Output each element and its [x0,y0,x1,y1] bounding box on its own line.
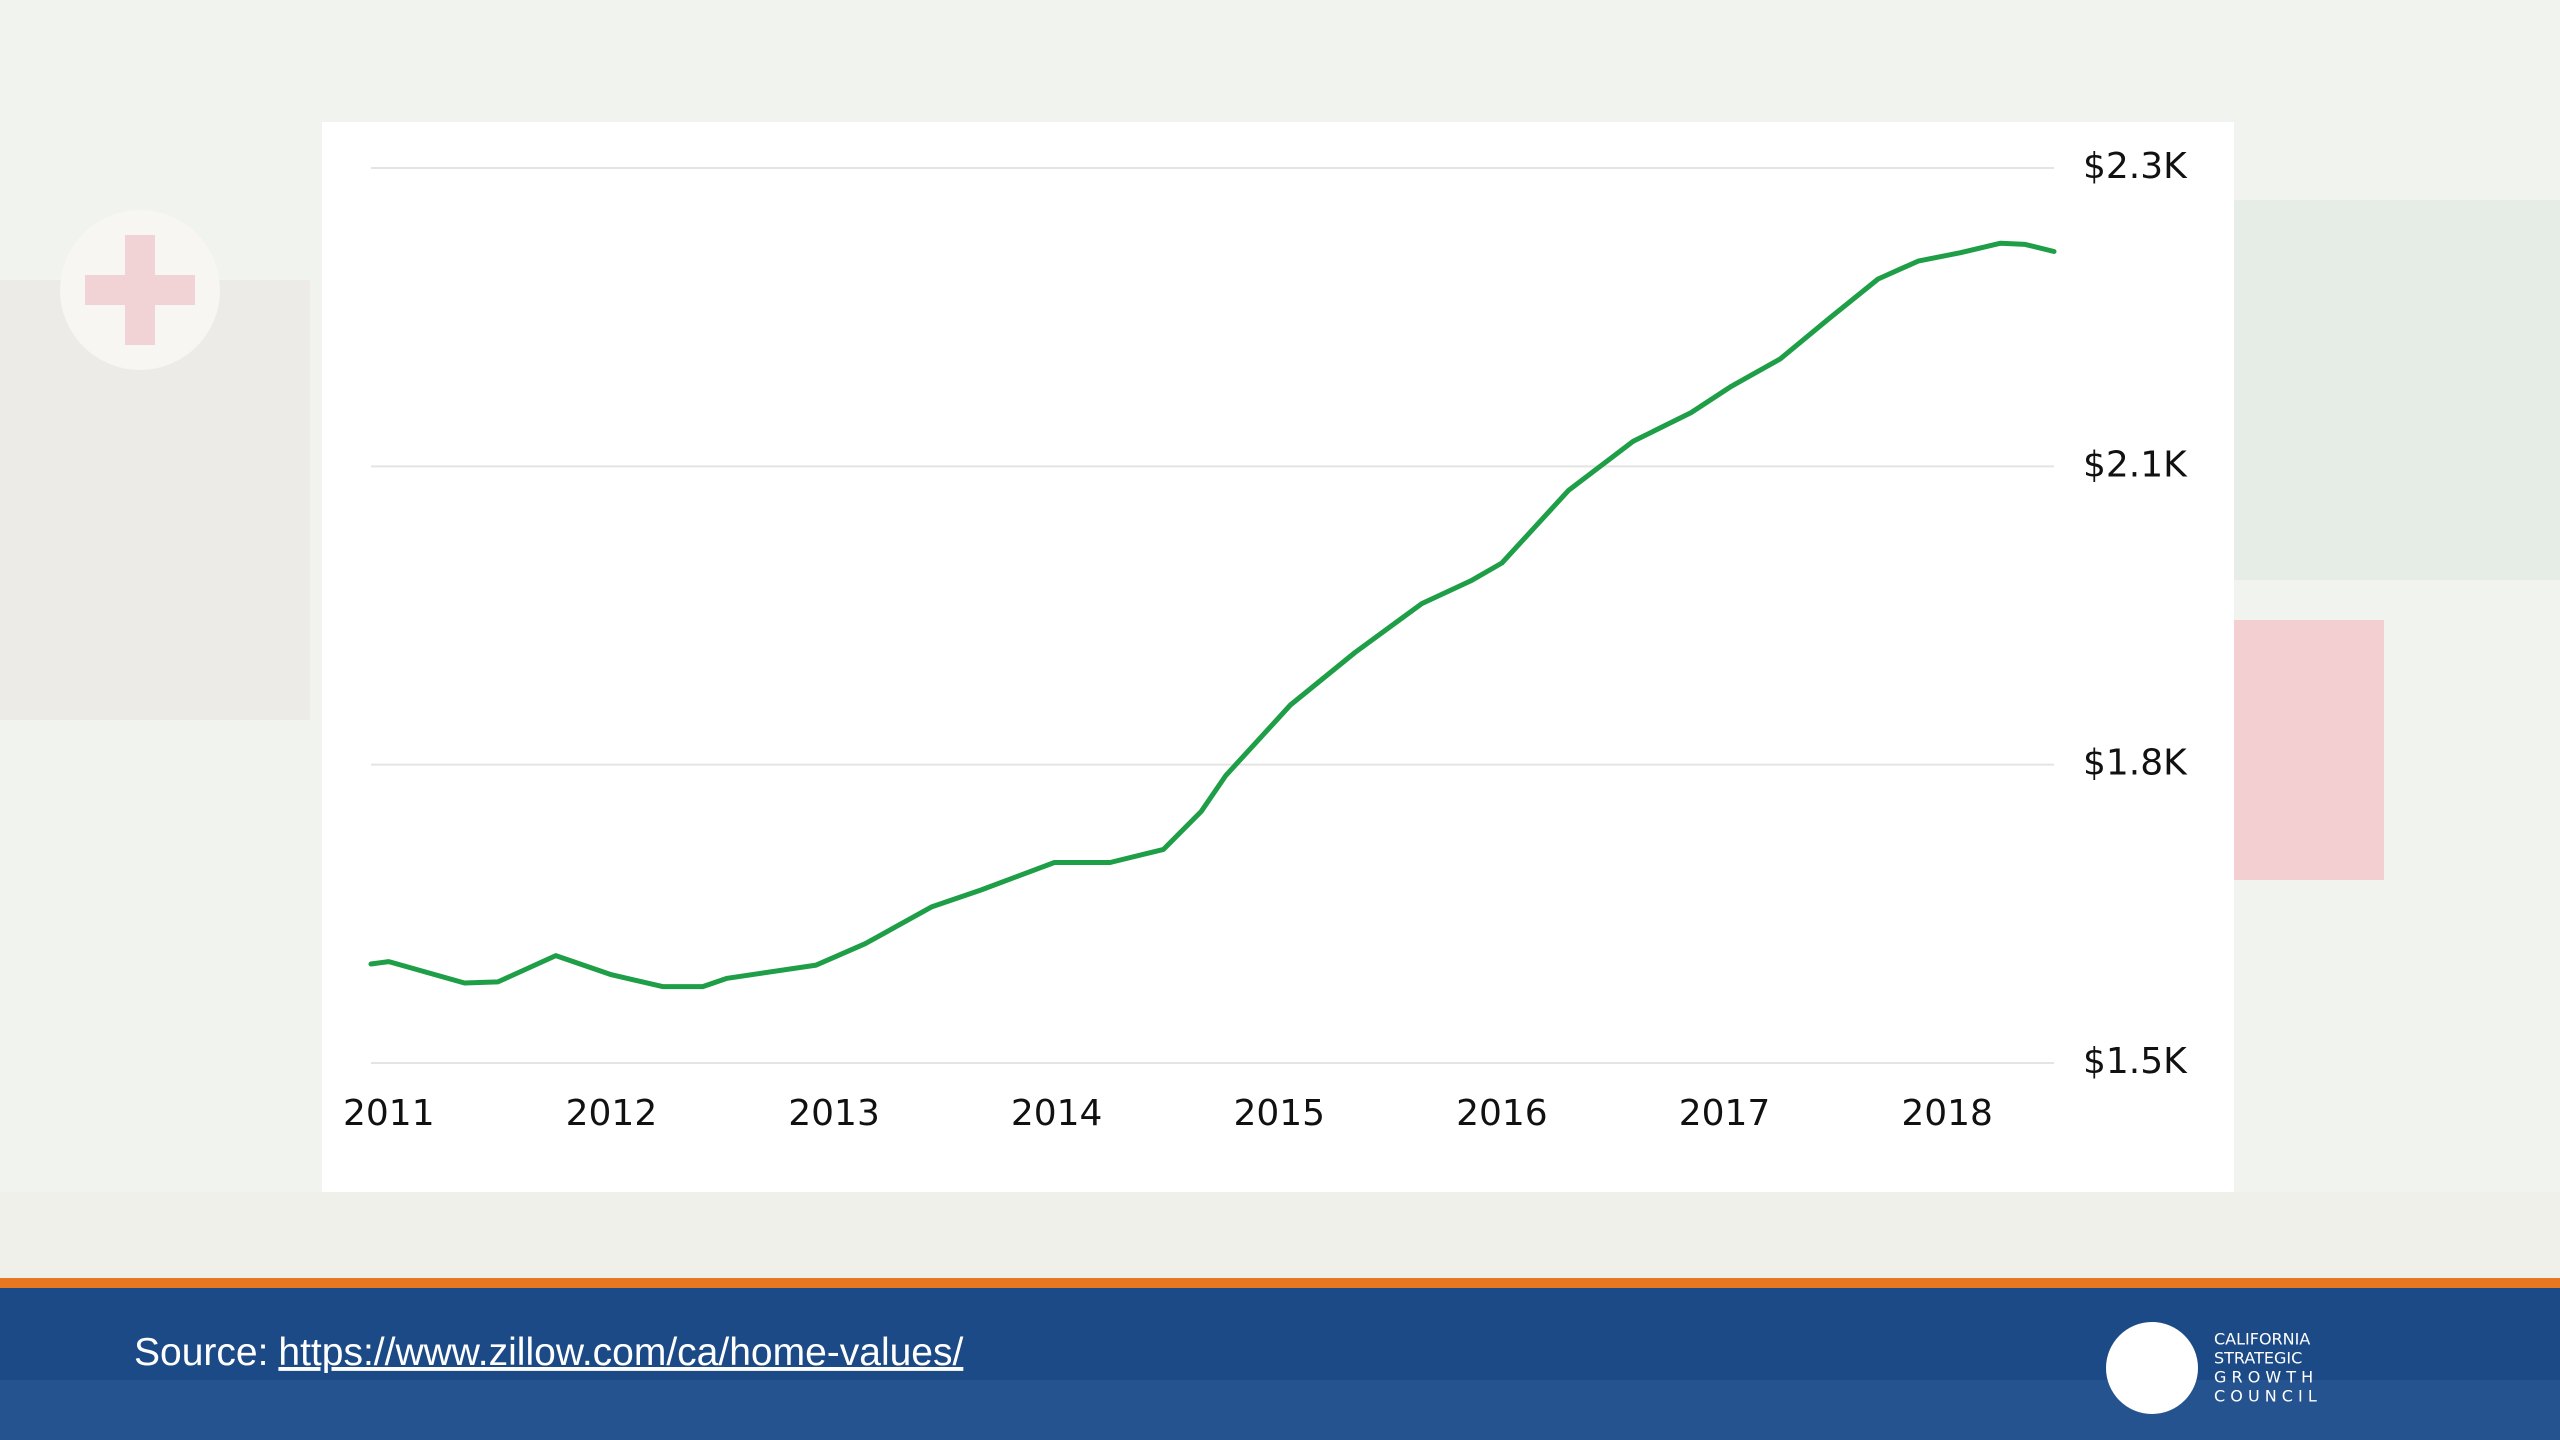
bg-cross [85,275,195,305]
y-tick-label: $1.8K [2083,743,2188,784]
x-tick-label: 2018 [1901,1093,1993,1134]
x-tick-label: 2013 [788,1093,880,1134]
x-tick-label: 2012 [566,1093,658,1134]
bg-houses [2234,200,2560,580]
line-series [368,240,2057,990]
logo-line: C O U N C I L [2214,1387,2317,1406]
logo-line: G R O W T H [2214,1368,2313,1387]
orange-bar [0,1278,2560,1288]
bg-bus [2234,620,2384,880]
x-tick-label: 2016 [1456,1093,1548,1134]
source-prefix: Source: [134,1331,268,1374]
x-tick-label: 2017 [1679,1093,1771,1134]
plot: $1.5K $1.8K $2.1K $2.3K 2011 2012 2013 2014 2015… [343,146,2188,1134]
bg-street [0,1192,2560,1278]
source-link[interactable]: https://www.zillow.com/ca/home-values/ [278,1331,963,1374]
x-tick-label: 2014 [1011,1093,1103,1134]
y-tick-label: $2.1K [2083,444,2188,485]
chart-card [322,122,2234,1192]
logo-line: CALIFORNIA [2214,1330,2310,1349]
logo-mark [2106,1322,2198,1414]
y-tick-label: $1.5K [2083,1041,2188,1082]
x-tick-label: 2011 [343,1093,435,1134]
x-tick-label: 2015 [1233,1093,1325,1134]
logo-line: STRATEGIC [2214,1349,2302,1368]
source-label: Source: https://www.zillow.com/ca/home-va… [134,1331,963,1374]
y-tick-label: $2.3K [2083,146,2188,187]
